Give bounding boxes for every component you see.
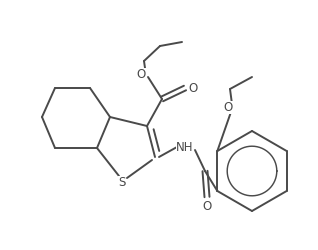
Text: NH: NH [176,141,194,154]
Text: O: O [223,101,233,114]
Text: O: O [136,68,146,81]
Text: O: O [202,200,211,213]
Text: O: O [188,82,197,95]
Text: S: S [118,176,126,189]
